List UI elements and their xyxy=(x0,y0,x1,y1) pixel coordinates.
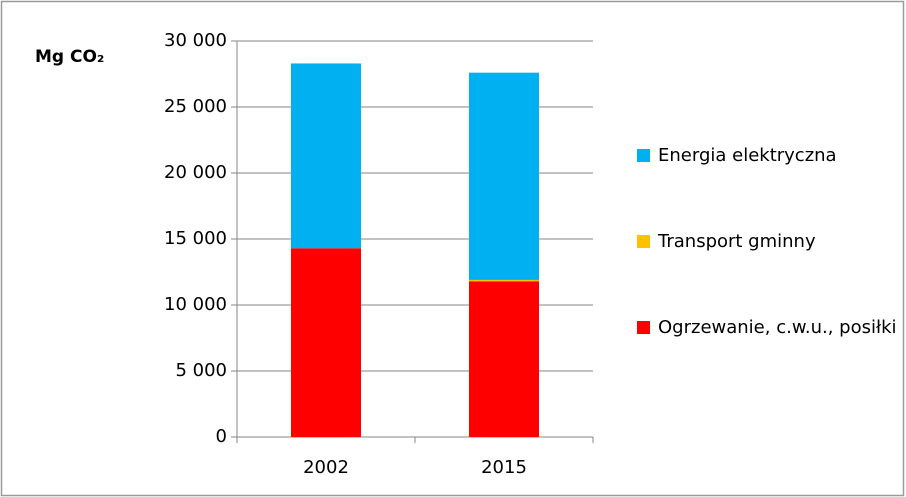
y-tick-label: 0 xyxy=(216,426,227,447)
y-tick-label: 20 000 xyxy=(164,162,227,183)
bar-segment xyxy=(291,248,361,437)
y-tick-label: 25 000 xyxy=(164,96,227,117)
bar-segment xyxy=(291,63,361,249)
y-tick-label: 30 000 xyxy=(164,30,227,51)
legend-label: Ogrzewanie, c.w.u., posiłki xyxy=(658,317,897,338)
bar-segment xyxy=(469,72,539,280)
legend-swatch xyxy=(637,149,650,162)
bar-segment xyxy=(469,279,539,282)
legend-label: Transport gminny xyxy=(658,231,816,252)
legend-swatch xyxy=(637,321,650,334)
bar-segment xyxy=(469,281,539,437)
x-tick-label: 2015 xyxy=(481,457,527,478)
legend-label: Energia elektryczna xyxy=(658,145,837,166)
y-axis-title: Mg CO₂ xyxy=(35,47,104,67)
y-tick-label: 15 000 xyxy=(164,228,227,249)
legend-swatch xyxy=(637,235,650,248)
x-tick-label: 2002 xyxy=(303,457,349,478)
y-tick-label: 5 000 xyxy=(175,360,227,381)
y-tick-label: 10 000 xyxy=(164,294,227,315)
